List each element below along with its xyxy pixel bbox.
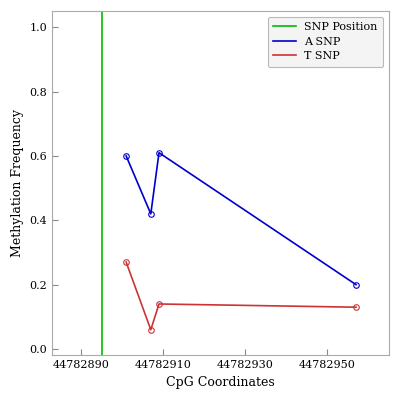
A SNP [124, 154, 128, 158]
Line: A SNP: A SNP [123, 150, 359, 288]
T SNP [148, 327, 153, 332]
Legend: SNP Position, A SNP, T SNP: SNP Position, A SNP, T SNP [268, 17, 383, 67]
A SNP [354, 282, 358, 287]
Y-axis label: Methylation Frequency: Methylation Frequency [11, 109, 24, 257]
T SNP [354, 305, 358, 310]
T SNP [157, 302, 162, 306]
A SNP [157, 150, 162, 155]
Line: T SNP: T SNP [123, 259, 359, 332]
T SNP [124, 260, 128, 264]
X-axis label: CpG Coordinates: CpG Coordinates [166, 376, 275, 389]
A SNP [148, 212, 153, 216]
